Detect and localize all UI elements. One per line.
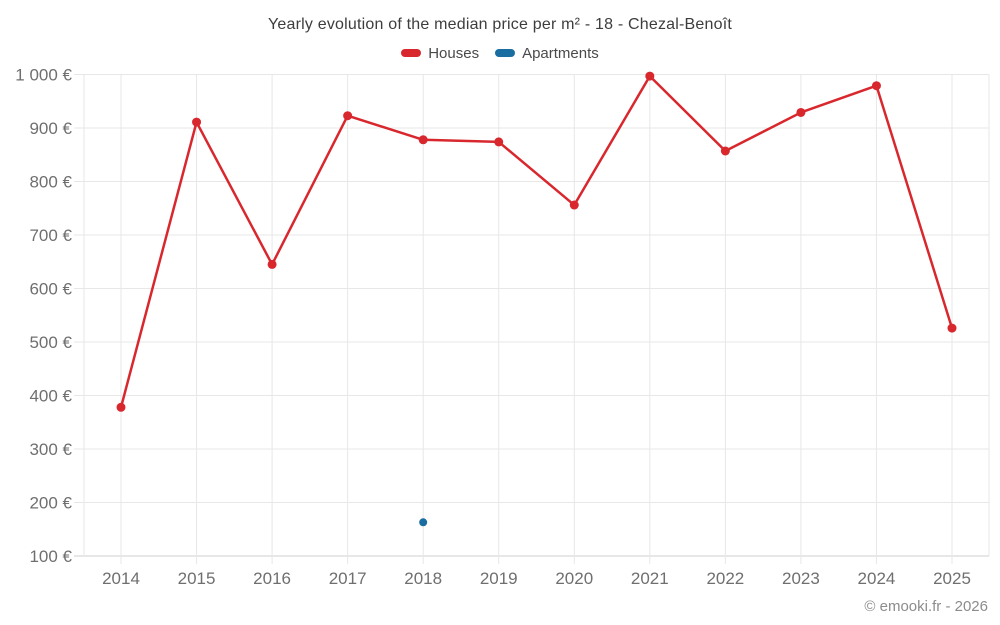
x-tick-label: 2018 — [404, 569, 442, 588]
houses-point[interactable] — [871, 81, 881, 91]
x-tick-label: 2014 — [102, 569, 140, 588]
x-tick-label: 2025 — [933, 569, 971, 588]
legend: Houses Apartments — [0, 44, 1000, 62]
apartments-legend-swatch-icon — [495, 49, 516, 57]
houses-point[interactable] — [343, 111, 353, 121]
houses-legend-swatch-icon — [401, 49, 422, 57]
x-tick-label: 2023 — [782, 569, 820, 588]
y-tick-label: 100 € — [29, 547, 72, 566]
x-tick-label: 2022 — [706, 569, 744, 588]
y-tick-label: 1 000 € — [15, 66, 72, 85]
apartments-point[interactable] — [419, 518, 428, 527]
y-tick-label: 900 € — [29, 119, 72, 138]
y-tick-label: 600 € — [29, 280, 72, 299]
x-tick-label: 2019 — [480, 569, 518, 588]
houses-point[interactable] — [947, 323, 957, 333]
legend-item-apartments[interactable]: Apartments — [495, 45, 599, 62]
houses-point[interactable] — [267, 259, 277, 269]
x-tick-label: 2021 — [631, 569, 669, 588]
houses-point[interactable] — [645, 71, 655, 81]
houses-point[interactable] — [418, 135, 428, 145]
y-tick-label: 300 € — [29, 440, 72, 459]
x-tick-label: 2016 — [253, 569, 291, 588]
x-tick-label: 2020 — [555, 569, 593, 588]
houses-point[interactable] — [192, 117, 202, 127]
x-tick-label: 2024 — [858, 569, 896, 588]
y-tick-label: 800 € — [29, 173, 72, 192]
y-tick-label: 700 € — [29, 226, 72, 245]
legend-item-houses[interactable]: Houses — [401, 45, 479, 62]
chart-title: Yearly evolution of the median price per… — [268, 16, 732, 33]
houses-line — [119, 74, 954, 408]
houses-point[interactable] — [569, 200, 579, 210]
y-tick-label: 400 € — [29, 387, 72, 406]
x-tick-label: 2017 — [329, 569, 367, 588]
houses-point[interactable] — [796, 107, 806, 117]
houses-point[interactable] — [116, 402, 126, 412]
y-tick-label: 200 € — [29, 494, 72, 513]
apartments-legend-label: Apartments — [522, 44, 599, 62]
houses-legend-label: Houses — [428, 44, 480, 62]
copyright-text: © emooki.fr - 2026 — [864, 598, 988, 615]
x-tick-label: 2015 — [178, 569, 216, 588]
houses-point[interactable] — [720, 146, 730, 156]
houses-point[interactable] — [494, 137, 504, 147]
y-tick-label: 500 € — [29, 333, 72, 352]
